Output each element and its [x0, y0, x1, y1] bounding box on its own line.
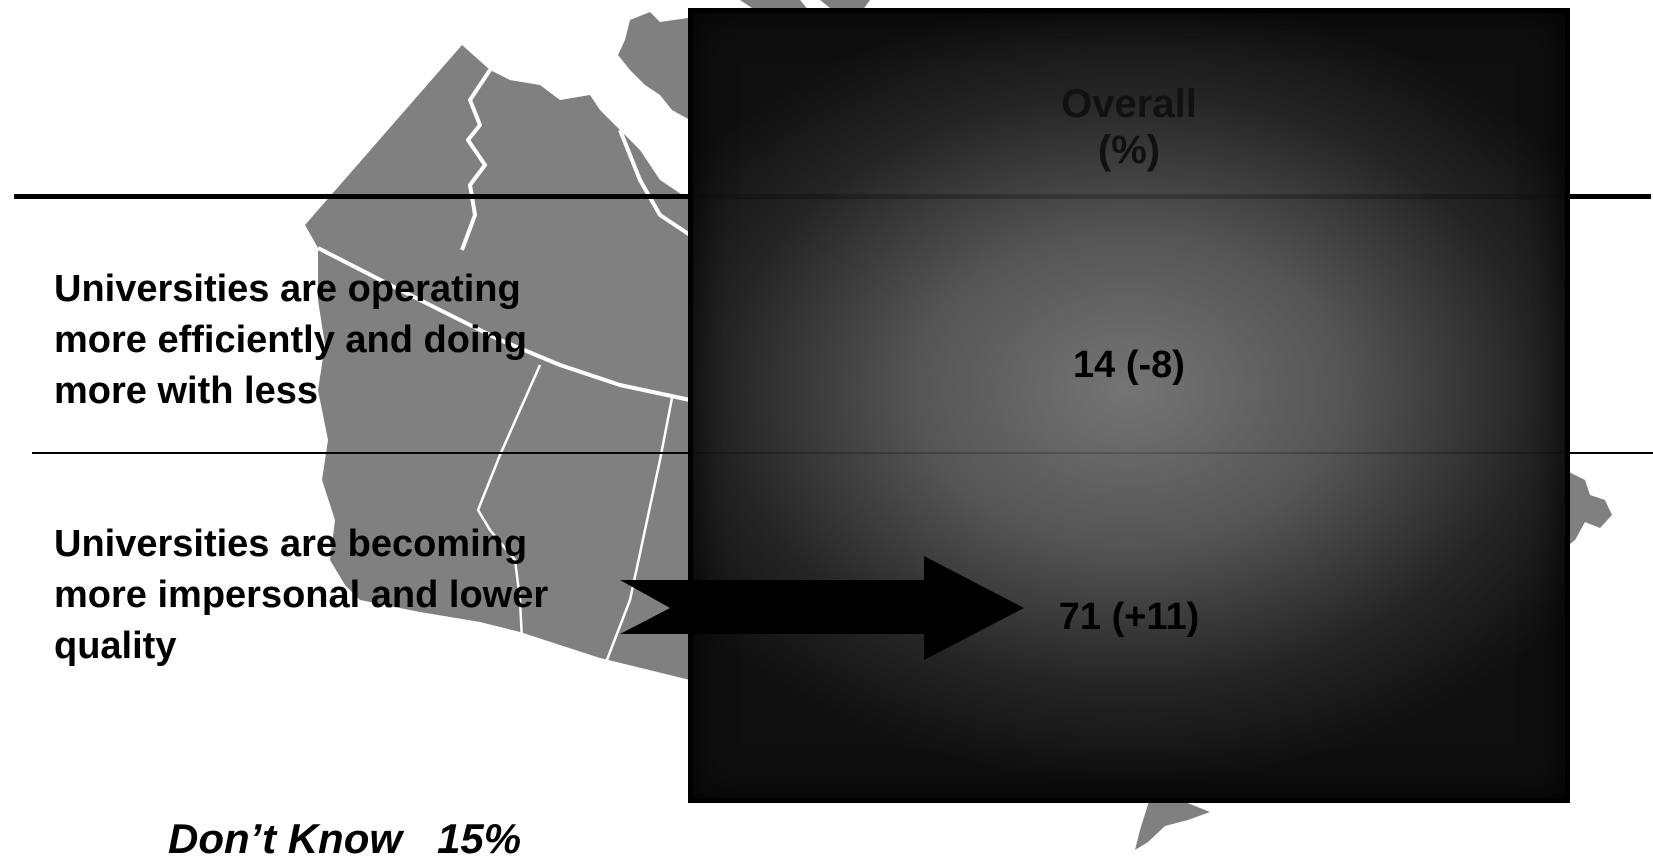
statement-line: quality: [54, 625, 177, 667]
statement-line: Universities are becoming: [54, 523, 528, 565]
statement-line: more efficiently and doing: [54, 319, 527, 361]
results-panel: Overall (%) 14 (-8) 71 (+11): [688, 8, 1570, 803]
column-header: Overall (%): [693, 81, 1565, 173]
statement-line: more with less: [54, 370, 318, 412]
dont-know-value: 15%: [437, 815, 522, 862]
highlight-arrow-icon: [620, 556, 1024, 660]
dont-know-label: Don’t Know: [168, 815, 403, 862]
statement-efficient: Universities are operating more efficien…: [54, 264, 674, 417]
column-header-title: Overall: [1061, 82, 1197, 126]
value-efficient: 14 (-8): [1073, 344, 1185, 386]
statement-line: Universities are operating: [54, 268, 521, 310]
statement-impersonal: Universities are becoming more impersona…: [54, 519, 674, 672]
map-arctic-islands: [618, 12, 690, 120]
column-header-unit: (%): [1097, 128, 1161, 172]
map-east-coast: [1565, 470, 1612, 548]
value-impersonal: 71 (+11): [1058, 596, 1200, 638]
statement-line: more impersonal and lower: [54, 574, 549, 616]
map-mainland: [305, 45, 690, 680]
dont-know-line: Don’t Know 15%: [168, 815, 521, 863]
map-south-fragment: [1135, 798, 1210, 850]
